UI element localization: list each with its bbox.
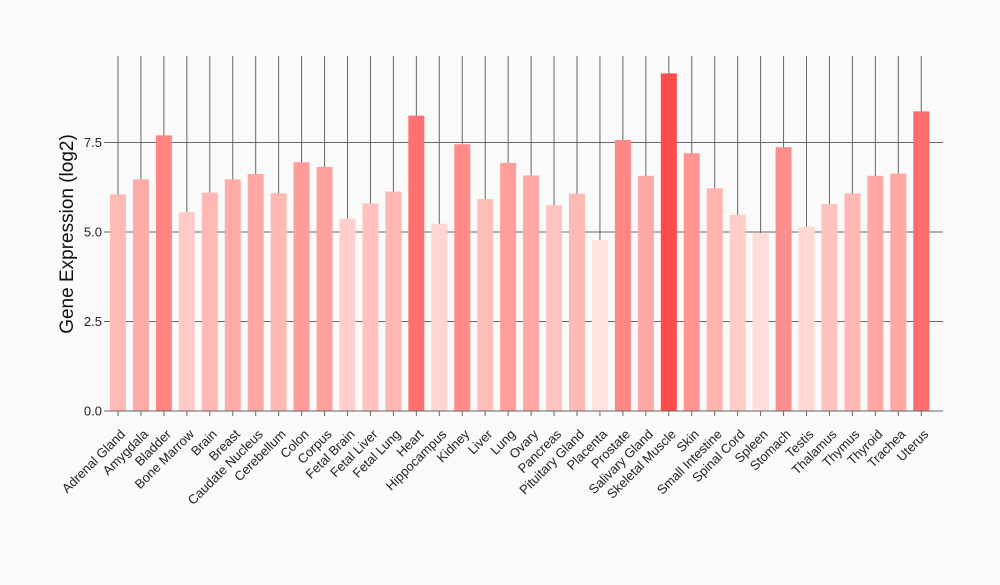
bar-cerebellum[interactable] bbox=[270, 193, 287, 411]
bar-corpus[interactable] bbox=[316, 166, 333, 411]
bar-skin[interactable] bbox=[683, 153, 700, 412]
y-tick-label: 2.5 bbox=[84, 314, 102, 329]
bar-prostate[interactable] bbox=[614, 139, 631, 411]
bar-adrenal-gland[interactable] bbox=[110, 194, 126, 411]
bar-heart[interactable] bbox=[408, 115, 425, 412]
bar-placenta[interactable] bbox=[591, 240, 608, 411]
bar-amygdala[interactable] bbox=[132, 179, 149, 411]
bar-thymus[interactable] bbox=[844, 193, 861, 411]
bar-bladder[interactable] bbox=[155, 135, 172, 411]
bar-ovary[interactable] bbox=[523, 175, 540, 411]
bar-spinal-cord[interactable] bbox=[729, 214, 746, 411]
bar-pancreas[interactable] bbox=[546, 205, 563, 411]
bar-skeletal-muscle[interactable] bbox=[660, 73, 677, 411]
bar-thalamus[interactable] bbox=[821, 204, 838, 411]
x-tick-label: Liver bbox=[465, 426, 496, 457]
bar-liver[interactable] bbox=[477, 199, 494, 411]
bars bbox=[110, 73, 930, 412]
bar-caudate-nucleus[interactable] bbox=[247, 174, 264, 411]
bar-stomach[interactable] bbox=[775, 147, 792, 412]
bar-fetal-lung[interactable] bbox=[385, 191, 402, 411]
bar-kidney[interactable] bbox=[454, 144, 471, 412]
y-tick-label: 5.0 bbox=[84, 225, 102, 240]
bar-hippocampus[interactable] bbox=[431, 223, 448, 411]
bar-small-intestine[interactable] bbox=[706, 188, 723, 411]
bar-bone-marrow[interactable] bbox=[178, 212, 195, 411]
bar-trachea[interactable] bbox=[890, 173, 907, 411]
y-tick-label: 0.0 bbox=[84, 404, 102, 419]
bar-lung[interactable] bbox=[500, 162, 517, 411]
bar-spleen[interactable] bbox=[752, 233, 769, 411]
bar-pituitary-gland[interactable] bbox=[569, 193, 585, 411]
y-axis-label: Gene Expression (log2) bbox=[57, 134, 78, 334]
bar-testis[interactable] bbox=[798, 226, 815, 411]
y-tick-label: 7.5 bbox=[84, 135, 102, 150]
bar-fetal-brain[interactable] bbox=[339, 218, 356, 411]
bar-uterus[interactable] bbox=[913, 111, 930, 411]
bar-fetal-liver[interactable] bbox=[362, 203, 379, 411]
bar-thyroid[interactable] bbox=[867, 175, 884, 411]
bar-salivary-gland[interactable] bbox=[637, 175, 654, 411]
bar-colon[interactable] bbox=[293, 162, 310, 411]
bar-brain[interactable] bbox=[201, 192, 218, 411]
bar-breast[interactable] bbox=[224, 179, 241, 411]
